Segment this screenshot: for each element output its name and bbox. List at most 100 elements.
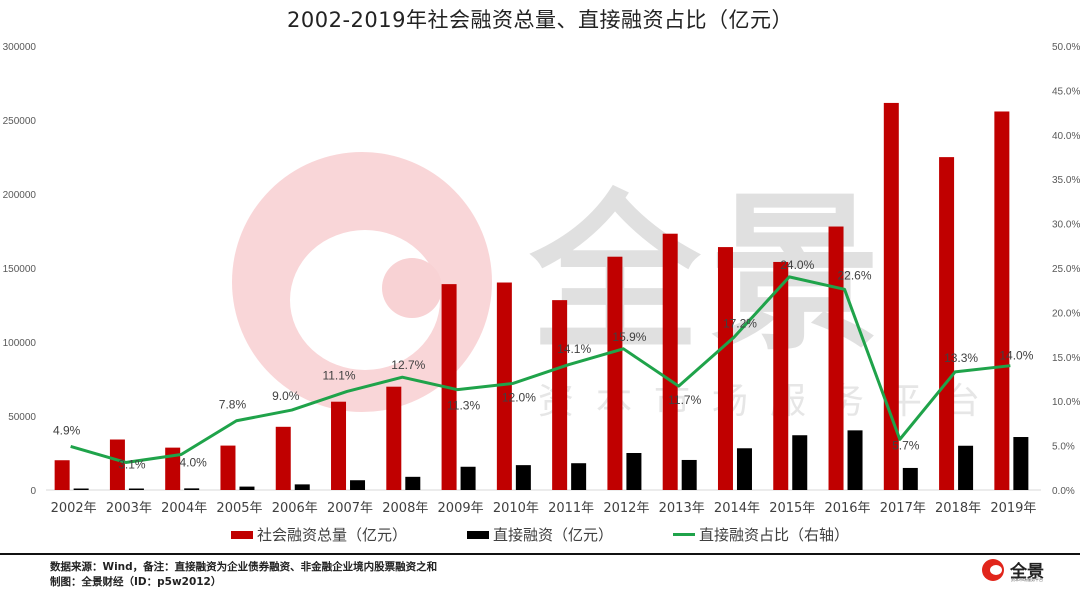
bar-total-financing — [109, 439, 125, 490]
data-label-ratio: 22.6% — [838, 268, 872, 282]
x-tick: 2003年 — [106, 501, 152, 516]
x-tick: 2013年 — [659, 501, 705, 516]
bar-direct-financing — [681, 459, 697, 490]
data-label-ratio: 9.0% — [272, 389, 300, 403]
watermark-logo-dot — [382, 258, 442, 318]
bar-direct-financing — [847, 430, 863, 490]
y-right-tick: 5.0% — [1052, 442, 1075, 453]
data-label-ratio: 11.1% — [322, 368, 355, 382]
x-tick: 2007年 — [327, 501, 373, 516]
data-label-ratio: 14.0% — [999, 349, 1033, 363]
legend-label: 直接融资（亿元） — [492, 526, 613, 544]
data-label-ratio: 7.8% — [219, 398, 247, 412]
bar-direct-financing — [184, 488, 200, 490]
y-left-tick: 50000 — [8, 412, 36, 423]
data-label-ratio: 17.2% — [723, 316, 757, 330]
bar-direct-financing — [736, 448, 752, 490]
bar-direct-financing — [350, 480, 366, 490]
data-label-ratio: 4.9% — [53, 423, 81, 437]
data-label-ratio: 13.3% — [944, 351, 978, 365]
bar-total-financing — [331, 401, 347, 490]
logo-text: 全景 — [1010, 562, 1044, 582]
y-left-tick: 300000 — [3, 42, 37, 53]
bar-direct-financing — [460, 466, 476, 490]
legend-item-direct-financing: 直接融资（亿元） — [466, 524, 613, 545]
y-right-tick: 10.0% — [1052, 397, 1080, 408]
data-label-ratio: 3.1% — [118, 457, 146, 471]
y-right-tick: 50.0% — [1052, 42, 1080, 53]
bar-direct-financing — [73, 488, 89, 490]
x-tick: 2019年 — [990, 501, 1036, 516]
y-right-tick: 0.0% — [1052, 486, 1075, 497]
y-left-tick: 100000 — [3, 338, 37, 349]
x-tick: 2010年 — [493, 501, 539, 516]
data-label-ratio: 11.7% — [668, 393, 701, 407]
x-tick: 2014年 — [714, 501, 760, 516]
bar-total-financing — [220, 445, 236, 490]
bar-total-financing — [496, 282, 512, 490]
legend-swatch-green — [673, 533, 695, 536]
x-tick: 2009年 — [438, 501, 484, 516]
y-right-tick: 15.0% — [1052, 353, 1080, 364]
bar-total-financing — [552, 300, 568, 490]
legend-label: 社会融资总量（亿元） — [256, 526, 407, 544]
bar-direct-financing — [405, 476, 421, 490]
logo-subtitle: 资本市场服务平台 — [1011, 577, 1043, 582]
y-left-tick: 150000 — [3, 264, 37, 275]
bar-total-financing — [773, 261, 789, 490]
data-label-ratio: 12.7% — [391, 358, 425, 372]
legend-item-total-financing: 社会融资总量（亿元） — [230, 524, 407, 545]
y-right-tick: 30.0% — [1052, 220, 1080, 231]
logo-icon — [982, 559, 1004, 581]
footer-divider — [0, 553, 1080, 555]
footer-notes: 数据来源：Wind，备注：直接融资为企业债券融资、非金融企业境内股票融资之和 制… — [50, 560, 437, 590]
bar-direct-financing — [128, 488, 144, 490]
x-tick: 2004年 — [161, 501, 207, 516]
y-right-tick: 45.0% — [1052, 86, 1080, 97]
x-tick: 2002年 — [51, 501, 97, 516]
x-tick: 2006年 — [272, 501, 318, 516]
legend-label: 直接融资占比（右轴） — [699, 526, 850, 544]
bar-direct-financing — [792, 435, 808, 490]
data-label-ratio: 24.0% — [780, 258, 814, 272]
bar-total-financing — [883, 102, 899, 490]
bar-direct-financing — [515, 465, 531, 490]
bar-direct-financing — [294, 484, 310, 490]
x-tick: 2008年 — [382, 501, 428, 516]
data-label-ratio: 5.7% — [892, 438, 920, 452]
bar-direct-financing — [626, 453, 642, 490]
y-left-tick: 200000 — [3, 190, 37, 201]
bar-total-financing — [939, 157, 955, 490]
y-left-tick: 0 — [30, 486, 36, 497]
footer-source: 数据来源：Wind，备注：直接融资为企业债券融资、非金融企业境内股票融资之和 — [50, 561, 438, 573]
x-tick: 2016年 — [824, 501, 870, 516]
bar-direct-financing — [239, 486, 255, 490]
legend-item-direct-ratio: 直接融资占比（右轴） — [673, 524, 849, 545]
bar-total-financing — [662, 233, 678, 490]
line-direct-ratio — [70, 275, 1011, 464]
y-right-tick: 20.0% — [1052, 308, 1080, 319]
bar-total-financing — [165, 447, 181, 490]
x-tick: 2015年 — [769, 501, 815, 516]
bar-direct-financing — [571, 463, 587, 490]
bar-total-financing — [717, 247, 733, 490]
bar-total-financing — [994, 111, 1010, 490]
bar-total-financing — [386, 386, 402, 490]
watermark-brand: 全景 — [530, 176, 891, 374]
y-right-tick: 35.0% — [1052, 175, 1080, 186]
data-label-ratio: 14.1% — [557, 342, 591, 356]
x-tick: 2012年 — [603, 501, 649, 516]
chart-title: 2002-2019年社会融资总量、直接融资占比（亿元） — [287, 8, 793, 32]
chart-plot: 0 50000 100000 150000 200000 250000 300000 0.0%… — [3, 42, 1080, 516]
x-tick: 2005年 — [216, 501, 262, 516]
x-tick: 2017年 — [880, 501, 926, 516]
data-label-ratio: 12.0% — [502, 390, 536, 404]
y-left-tick: 250000 — [3, 116, 37, 127]
footer-made-by: 制图：全景财经（ID：p5w2012） — [50, 576, 222, 588]
brand-logo: 全景 资本市场服务平台 — [978, 556, 1068, 586]
data-label-ratio: 11.3% — [447, 399, 480, 413]
y-right-tick: 40.0% — [1052, 131, 1080, 142]
bar-direct-financing — [902, 467, 918, 490]
x-tick: 2018年 — [935, 501, 981, 516]
legend-swatch-black — [466, 530, 489, 539]
